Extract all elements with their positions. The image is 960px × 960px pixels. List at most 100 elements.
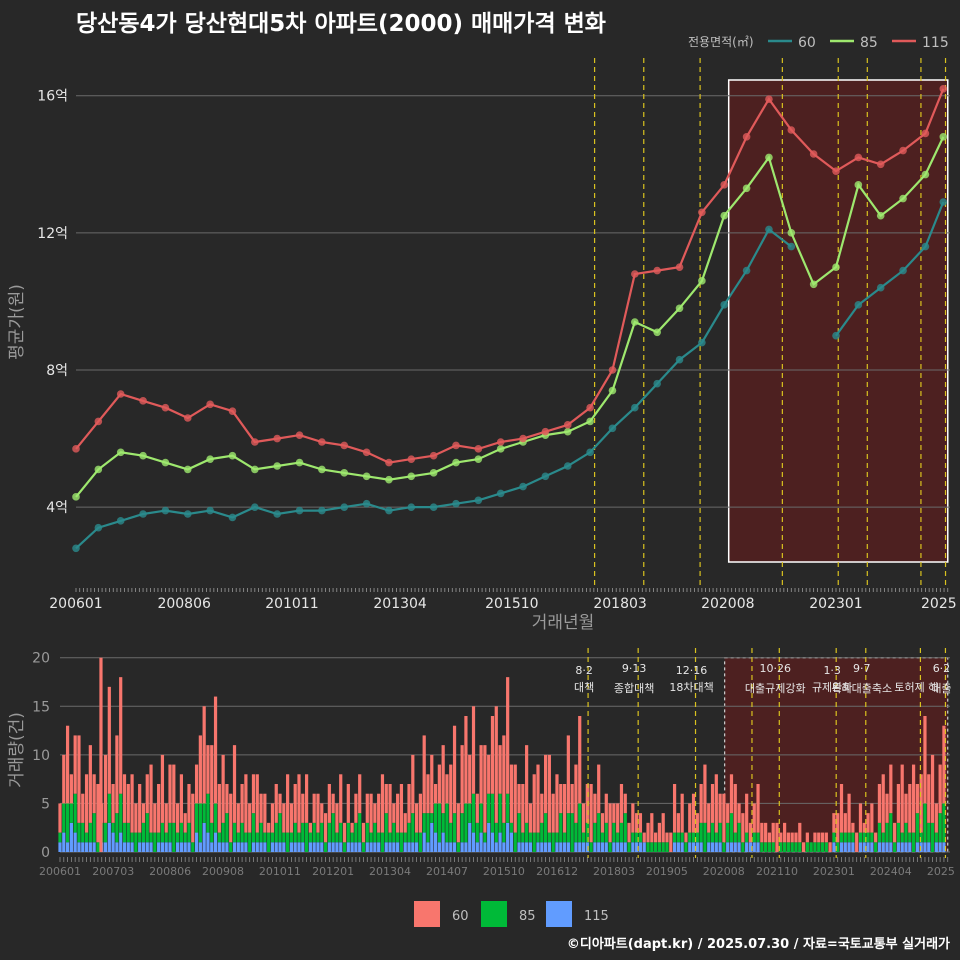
volume-bar-60 [483, 745, 487, 833]
data-point-85 [474, 455, 483, 463]
volume-bar-85 [479, 803, 483, 833]
volume-bar-115 [388, 842, 392, 852]
volume-bar-85 [877, 822, 882, 843]
volume-bar-85 [115, 813, 119, 843]
volume-bar-60 [430, 754, 434, 814]
volume-bar-60 [927, 774, 931, 823]
data-point-115 [608, 366, 617, 374]
annotation-label: 대출 [931, 682, 951, 695]
volume-bar-115 [934, 842, 938, 852]
volume-bar-60 [286, 774, 290, 833]
x-tick-label: 200703 [92, 865, 134, 878]
data-point-85 [295, 458, 304, 467]
volume-bar-85 [710, 822, 715, 843]
volume-bar-60 [92, 774, 96, 814]
volume-bar-60 [722, 793, 726, 843]
volume-bar-115 [115, 842, 119, 852]
volume-bar-85 [521, 832, 525, 843]
volume-bar-60 [172, 764, 176, 823]
volume-bar-60 [566, 735, 570, 814]
volume-bar-85 [229, 842, 233, 852]
volume-bar-60 [403, 813, 407, 833]
bottom-legend: 60 85 115 [414, 901, 609, 927]
volume-bar-60 [593, 793, 597, 823]
volume-bar-115 [157, 842, 161, 852]
volume-bar-115 [847, 842, 851, 852]
volume-bar-60 [881, 774, 885, 833]
volume-bar-60 [213, 696, 218, 804]
data-point-115 [72, 445, 80, 453]
volume-bar-85 [297, 832, 301, 843]
volume-bar-115 [335, 842, 339, 852]
data-point-115 [765, 95, 773, 103]
volume-bar-60 [908, 784, 912, 833]
volume-bar-115 [494, 842, 498, 852]
volume-bar-115 [176, 842, 180, 852]
legend-swatch-60 [414, 901, 440, 927]
x-tick-label: 201612 [536, 865, 578, 878]
volume-bar-115 [119, 832, 123, 852]
volume-bar-60 [631, 803, 635, 833]
volume-bar-85 [635, 832, 639, 843]
volume-bar-85 [858, 832, 863, 843]
volume-bar-115 [422, 832, 426, 852]
data-point-85 [899, 194, 907, 203]
volume-bar-60 [377, 793, 381, 833]
volume-bar-60 [361, 822, 366, 843]
volume-bar-85 [274, 822, 278, 843]
volume-bar-115 [289, 842, 294, 852]
y-tick-label: 20 [32, 651, 50, 667]
volume-bar-115 [62, 832, 66, 852]
volume-bar-85 [589, 842, 593, 852]
data-point-115 [340, 441, 349, 450]
volume-bar-60 [251, 774, 256, 814]
volume-bar-60 [411, 754, 415, 814]
data-point-85 [832, 263, 840, 271]
volume-bar-85 [631, 832, 635, 843]
data-point-115 [653, 266, 661, 275]
volume-bar-115 [206, 832, 210, 852]
volume-bar-85 [58, 832, 62, 843]
volume-bar-85 [930, 822, 935, 852]
volume-bar-85 [191, 842, 195, 852]
data-point-60 [206, 506, 214, 515]
x-tick-label: 202404 [870, 865, 912, 878]
volume-bar-60 [525, 745, 529, 823]
volume-bar-60 [202, 706, 206, 804]
volume-bar-60 [475, 793, 479, 823]
data-point-85 [72, 493, 80, 501]
volume-bar-85 [316, 832, 320, 843]
volume-bar-60 [81, 793, 85, 823]
volume-bar-85 [483, 832, 487, 843]
volume-bar-115 [58, 842, 62, 852]
volume-bar-115 [832, 842, 836, 852]
volume-bar-85 [172, 822, 176, 852]
volume-bar-60 [449, 764, 453, 823]
volume-bar-85 [562, 832, 567, 843]
volume-bar-60 [350, 822, 354, 833]
data-point-115 [519, 434, 527, 443]
volume-bar-60 [498, 745, 502, 794]
volume-bar-60 [183, 813, 187, 833]
volume-bar-60 [122, 774, 127, 823]
data-point-115 [474, 445, 483, 453]
volume-bar-60 [464, 716, 468, 804]
volume-bar-60 [399, 784, 404, 833]
volume-bar-85 [415, 832, 419, 843]
volume-bar-115 [468, 822, 472, 852]
legend-swatch-85 [481, 901, 507, 927]
data-point-115 [183, 414, 192, 422]
volume-bar-60 [396, 793, 400, 833]
volume-bar-115 [672, 842, 677, 852]
volume-bar-115 [616, 842, 620, 852]
volume-bar-panel: 0 5 10 15 20 거래량(건) 8·2 대책 9·13 종합대책 12·16 18차대책 10·… [7, 648, 955, 878]
volume-bar-60 [494, 706, 498, 823]
data-point-85 [94, 465, 103, 474]
volume-bar-60 [217, 784, 221, 833]
volume-bar-115 [593, 842, 597, 852]
volume-bar-60 [665, 832, 669, 843]
volume-bar-60 [794, 832, 798, 843]
volume-bar-85 [194, 803, 199, 833]
volume-bar-85 [73, 793, 77, 833]
volume-bar-115 [396, 842, 400, 852]
